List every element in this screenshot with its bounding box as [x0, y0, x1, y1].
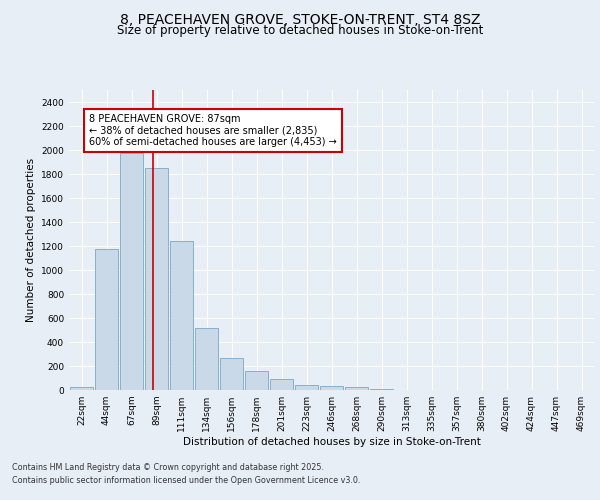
Text: Contains public sector information licensed under the Open Government Licence v3: Contains public sector information licen…: [12, 476, 361, 485]
Text: 8, PEACEHAVEN GROVE, STOKE-ON-TRENT, ST4 8SZ: 8, PEACEHAVEN GROVE, STOKE-ON-TRENT, ST4…: [120, 12, 480, 26]
Text: Size of property relative to detached houses in Stoke-on-Trent: Size of property relative to detached ho…: [117, 24, 483, 37]
Bar: [145, 168, 168, 390]
Bar: [345, 387, 368, 390]
Bar: [70, 387, 93, 390]
Bar: [295, 384, 318, 390]
Bar: [220, 358, 243, 390]
X-axis label: Distribution of detached houses by size in Stoke-on-Trent: Distribution of detached houses by size …: [182, 437, 481, 447]
Bar: [270, 379, 293, 390]
Text: 8 PEACEHAVEN GROVE: 87sqm
← 38% of detached houses are smaller (2,835)
60% of se: 8 PEACEHAVEN GROVE: 87sqm ← 38% of detac…: [89, 114, 337, 147]
Bar: [95, 249, 118, 390]
Bar: [170, 240, 193, 390]
Bar: [120, 153, 143, 390]
Bar: [245, 371, 268, 390]
Bar: [370, 389, 393, 390]
Text: Contains HM Land Registry data © Crown copyright and database right 2025.: Contains HM Land Registry data © Crown c…: [12, 462, 324, 471]
Bar: [195, 328, 218, 390]
Bar: [320, 386, 343, 390]
Y-axis label: Number of detached properties: Number of detached properties: [26, 158, 35, 322]
